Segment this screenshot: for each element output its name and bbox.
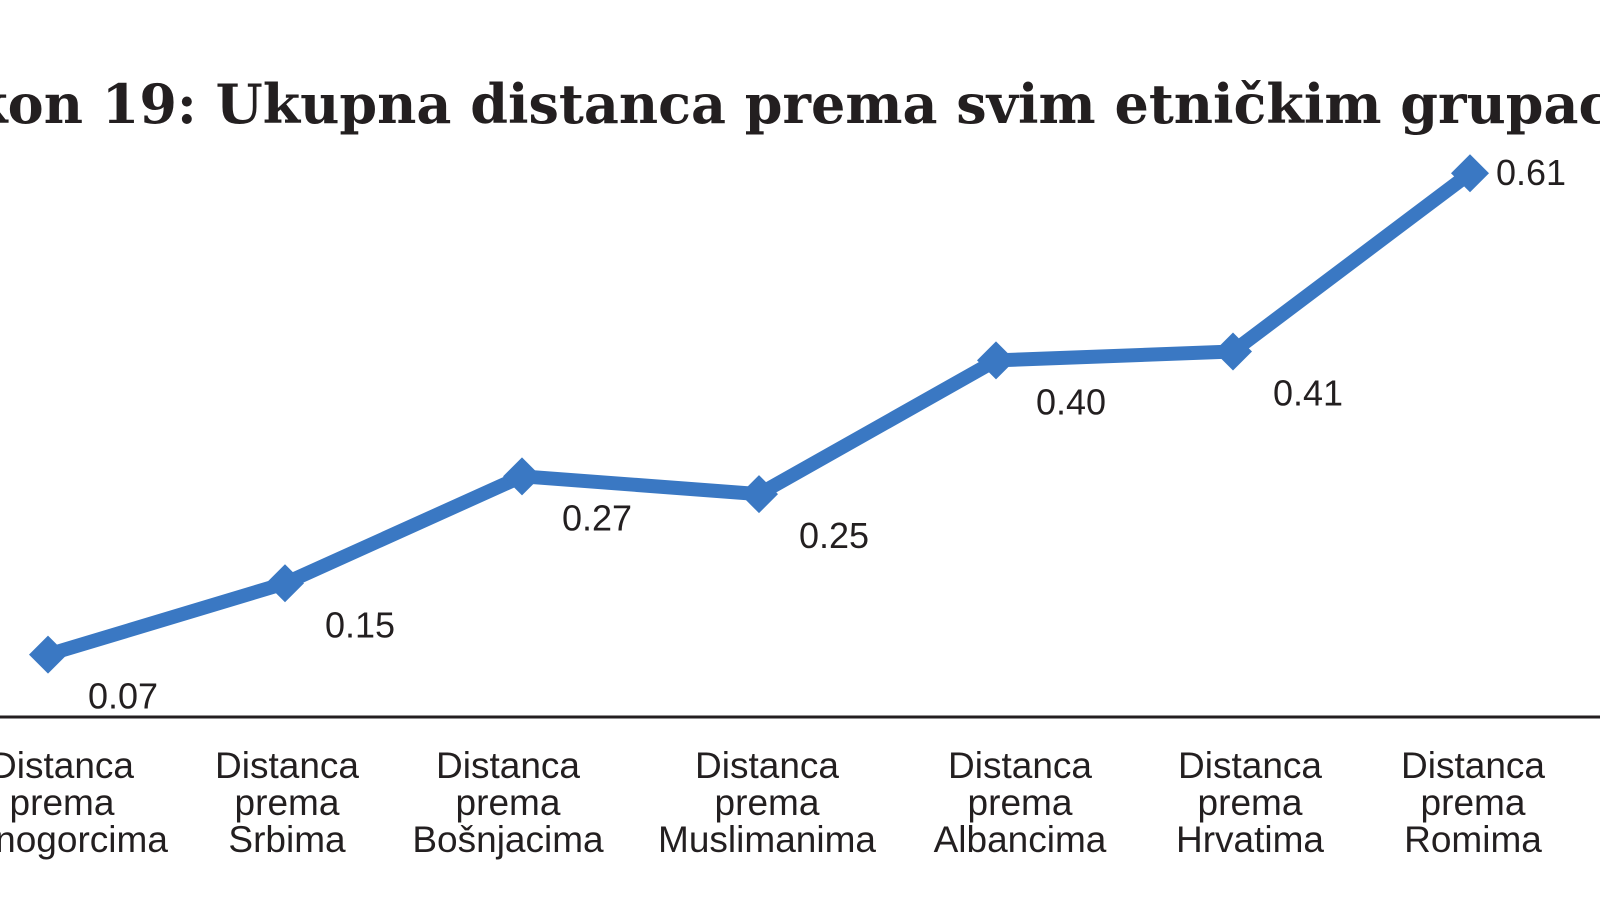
data-label: 0.07 [88, 676, 158, 717]
data-label: 0.25 [799, 515, 869, 556]
x-tick-label-line: prema [456, 782, 561, 823]
series-line [45, 167, 1475, 662]
data-label: 0.40 [1036, 381, 1106, 422]
x-tick-label-line: Bošnjacima [412, 819, 604, 860]
x-tick-label: DistancapremaCrnogorcima [0, 745, 168, 860]
x-tick-label-line: prema [968, 782, 1073, 823]
data-labels-group: 0.07 0.15 0.27 0.25 0.40 0.41 0.61 [88, 152, 1566, 716]
x-tick-label-line: Distanca [695, 745, 839, 786]
x-tick-label-line: prema [1421, 782, 1526, 823]
x-tick-label-line: prema [10, 782, 115, 823]
x-tick-label: Distanca prema Romima [1401, 745, 1545, 860]
x-tick-label-line: Crnogorcima [0, 819, 168, 860]
data-point-marker [1451, 154, 1489, 193]
x-tick-label: Distanca prema Muslimanima [658, 745, 876, 860]
x-tick-label-line: Srbima [228, 819, 346, 860]
series-group [29, 154, 1489, 674]
x-tick-label-line: Distanca [1401, 745, 1545, 786]
data-label: 0.41 [1273, 373, 1343, 414]
x-tick-label-line: Distanca [436, 745, 580, 786]
x-tick-label-line: prema [235, 782, 340, 823]
x-tick-label-line: Distanca [0, 745, 134, 786]
x-tick-label: Distanca prema Bošnjacima [412, 745, 604, 860]
x-tick-label-line: Distanca [948, 745, 1092, 786]
data-point-marker [1214, 332, 1252, 371]
x-tick-label-line: Romima [1404, 819, 1542, 860]
x-tick-label-line: Hrvatima [1176, 819, 1324, 860]
x-tick-label-line: Muslimanima [658, 819, 876, 860]
data-point-marker [266, 564, 304, 603]
x-tick-label: Distanca prema Albancima [934, 745, 1107, 860]
data-point-marker [29, 635, 67, 674]
x-tick-label-line: Albancima [934, 819, 1107, 860]
x-tick-label-line: Distanca [1178, 745, 1322, 786]
data-point-marker [740, 475, 778, 514]
data-label: 0.61 [1496, 152, 1566, 193]
x-tick-label: Distanca prema Hrvatima [1176, 745, 1324, 860]
data-point-marker [977, 341, 1015, 380]
x-tick-label-line: prema [1198, 782, 1303, 823]
x-tick-label: Distanca prema Srbima [215, 745, 359, 860]
x-tick-labels-group: DistancapremaCrnogorcimaDistancapremaSrb… [0, 745, 1545, 860]
data-label: 0.27 [562, 497, 632, 538]
x-tick-label-line: prema [715, 782, 820, 823]
x-tick-label-line: Distanca [215, 745, 359, 786]
chart-title: Grafikon 19: Ukupna distanca prema svim … [0, 72, 1600, 136]
data-label: 0.15 [325, 604, 395, 645]
data-point-marker [503, 457, 541, 496]
